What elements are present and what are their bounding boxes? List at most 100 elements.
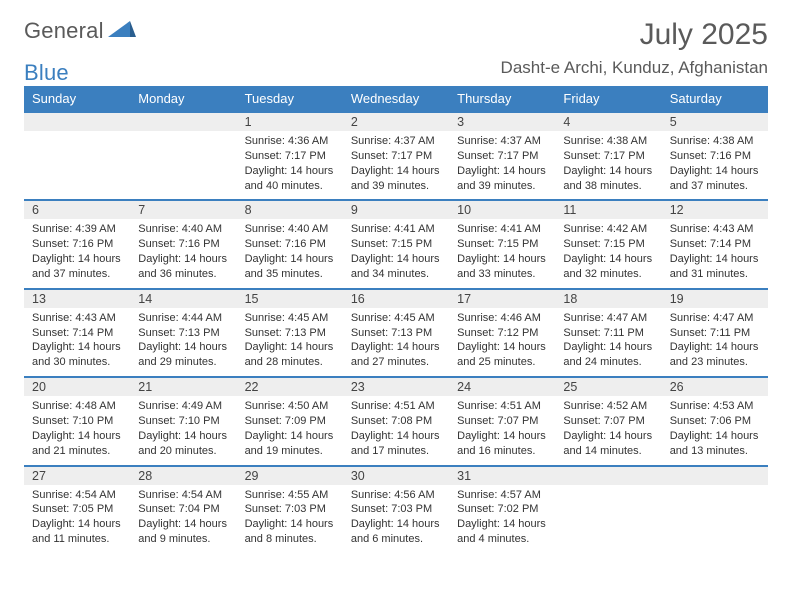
day-details-empty [130,131,236,187]
calendar-day-cell: 16Sunrise: 4:45 AMSunset: 7:13 PMDayligh… [343,288,449,376]
day-number: 20 [24,376,130,396]
calendar-day-cell: 19Sunrise: 4:47 AMSunset: 7:11 PMDayligh… [662,288,768,376]
day-details: Sunrise: 4:37 AMSunset: 7:17 PMDaylight:… [449,131,555,199]
calendar-day-cell: 11Sunrise: 4:42 AMSunset: 7:15 PMDayligh… [555,199,661,287]
calendar-day-cell: 12Sunrise: 4:43 AMSunset: 7:14 PMDayligh… [662,199,768,287]
calendar-day-cell: 13Sunrise: 4:43 AMSunset: 7:14 PMDayligh… [24,288,130,376]
day-details: Sunrise: 4:43 AMSunset: 7:14 PMDaylight:… [662,219,768,287]
calendar-day-cell: 27Sunrise: 4:54 AMSunset: 7:05 PMDayligh… [24,465,130,553]
brand-triangle-icon [108,19,136,39]
day-number: 5 [662,111,768,131]
day-details: Sunrise: 4:45 AMSunset: 7:13 PMDaylight:… [343,308,449,376]
day-number: 10 [449,199,555,219]
day-details: Sunrise: 4:48 AMSunset: 7:10 PMDaylight:… [24,396,130,464]
day-number: 30 [343,465,449,485]
calendar-day-cell: 23Sunrise: 4:51 AMSunset: 7:08 PMDayligh… [343,376,449,464]
day-details: Sunrise: 4:45 AMSunset: 7:13 PMDaylight:… [237,308,343,376]
header-row: General July 2025 [24,18,768,52]
calendar-day-cell: 8Sunrise: 4:40 AMSunset: 7:16 PMDaylight… [237,199,343,287]
day-number: 17 [449,288,555,308]
day-header-sunday: Sunday [24,86,130,111]
calendar-day-cell: 20Sunrise: 4:48 AMSunset: 7:10 PMDayligh… [24,376,130,464]
day-number: 12 [662,199,768,219]
day-number: 22 [237,376,343,396]
calendar-day-cell: 14Sunrise: 4:44 AMSunset: 7:13 PMDayligh… [130,288,236,376]
calendar-day-cell: 9Sunrise: 4:41 AMSunset: 7:15 PMDaylight… [343,199,449,287]
day-number: 28 [130,465,236,485]
day-number: 16 [343,288,449,308]
calendar-head: SundayMondayTuesdayWednesdayThursdayFrid… [24,86,768,111]
day-number: 25 [555,376,661,396]
day-number: 9 [343,199,449,219]
day-number: 26 [662,376,768,396]
day-details: Sunrise: 4:36 AMSunset: 7:17 PMDaylight:… [237,131,343,199]
day-details-empty [662,485,768,541]
day-number: 23 [343,376,449,396]
calendar-empty-cell [662,465,768,553]
day-number: 2 [343,111,449,131]
day-details: Sunrise: 4:50 AMSunset: 7:09 PMDaylight:… [237,396,343,464]
calendar-day-cell: 5Sunrise: 4:38 AMSunset: 7:16 PMDaylight… [662,111,768,199]
calendar-empty-cell [555,465,661,553]
day-number: 11 [555,199,661,219]
calendar-day-cell: 17Sunrise: 4:46 AMSunset: 7:12 PMDayligh… [449,288,555,376]
calendar-day-cell: 3Sunrise: 4:37 AMSunset: 7:17 PMDaylight… [449,111,555,199]
brand-text-2: Blue [24,60,69,86]
calendar-body: 1Sunrise: 4:36 AMSunset: 7:17 PMDaylight… [24,111,768,553]
day-details: Sunrise: 4:40 AMSunset: 7:16 PMDaylight:… [130,219,236,287]
day-number: 7 [130,199,236,219]
day-details: Sunrise: 4:39 AMSunset: 7:16 PMDaylight:… [24,219,130,287]
day-number: 6 [24,199,130,219]
daynum-band-empty [130,111,236,131]
day-details: Sunrise: 4:38 AMSunset: 7:16 PMDaylight:… [662,131,768,199]
day-details: Sunrise: 4:56 AMSunset: 7:03 PMDaylight:… [343,485,449,553]
day-number: 29 [237,465,343,485]
calendar-day-cell: 18Sunrise: 4:47 AMSunset: 7:11 PMDayligh… [555,288,661,376]
calendar-day-cell: 28Sunrise: 4:54 AMSunset: 7:04 PMDayligh… [130,465,236,553]
calendar-day-cell: 7Sunrise: 4:40 AMSunset: 7:16 PMDaylight… [130,199,236,287]
day-number: 8 [237,199,343,219]
day-number: 1 [237,111,343,131]
day-number: 15 [237,288,343,308]
calendar-day-cell: 31Sunrise: 4:57 AMSunset: 7:02 PMDayligh… [449,465,555,553]
day-details: Sunrise: 4:38 AMSunset: 7:17 PMDaylight:… [555,131,661,199]
day-details: Sunrise: 4:37 AMSunset: 7:17 PMDaylight:… [343,131,449,199]
day-details: Sunrise: 4:41 AMSunset: 7:15 PMDaylight:… [449,219,555,287]
calendar-day-cell: 2Sunrise: 4:37 AMSunset: 7:17 PMDaylight… [343,111,449,199]
daynum-band-empty [24,111,130,131]
calendar-week-row: 27Sunrise: 4:54 AMSunset: 7:05 PMDayligh… [24,465,768,553]
calendar-day-cell: 25Sunrise: 4:52 AMSunset: 7:07 PMDayligh… [555,376,661,464]
calendar-day-cell: 29Sunrise: 4:55 AMSunset: 7:03 PMDayligh… [237,465,343,553]
day-header-wednesday: Wednesday [343,86,449,111]
calendar-empty-cell [24,111,130,199]
calendar-day-cell: 22Sunrise: 4:50 AMSunset: 7:09 PMDayligh… [237,376,343,464]
day-number: 24 [449,376,555,396]
day-number: 14 [130,288,236,308]
day-number: 27 [24,465,130,485]
day-details: Sunrise: 4:57 AMSunset: 7:02 PMDaylight:… [449,485,555,553]
day-details: Sunrise: 4:46 AMSunset: 7:12 PMDaylight:… [449,308,555,376]
day-number: 4 [555,111,661,131]
calendar-day-cell: 10Sunrise: 4:41 AMSunset: 7:15 PMDayligh… [449,199,555,287]
day-number: 18 [555,288,661,308]
page-title: July 2025 [640,18,768,52]
day-details-empty [555,485,661,541]
brand-text-1: General [24,18,104,44]
day-details: Sunrise: 4:51 AMSunset: 7:08 PMDaylight:… [343,396,449,464]
day-header-saturday: Saturday [662,86,768,111]
day-details: Sunrise: 4:40 AMSunset: 7:16 PMDaylight:… [237,219,343,287]
calendar-page: General July 2025 Blue Dasht-e Archi, Ku… [0,0,792,553]
day-details: Sunrise: 4:54 AMSunset: 7:04 PMDaylight:… [130,485,236,553]
day-header-friday: Friday [555,86,661,111]
calendar-day-cell: 21Sunrise: 4:49 AMSunset: 7:10 PMDayligh… [130,376,236,464]
day-number: 31 [449,465,555,485]
day-details: Sunrise: 4:44 AMSunset: 7:13 PMDaylight:… [130,308,236,376]
calendar-day-cell: 1Sunrise: 4:36 AMSunset: 7:17 PMDaylight… [237,111,343,199]
day-header-tuesday: Tuesday [237,86,343,111]
day-details: Sunrise: 4:43 AMSunset: 7:14 PMDaylight:… [24,308,130,376]
day-details: Sunrise: 4:53 AMSunset: 7:06 PMDaylight:… [662,396,768,464]
day-details: Sunrise: 4:42 AMSunset: 7:15 PMDaylight:… [555,219,661,287]
day-details: Sunrise: 4:49 AMSunset: 7:10 PMDaylight:… [130,396,236,464]
calendar-day-cell: 4Sunrise: 4:38 AMSunset: 7:17 PMDaylight… [555,111,661,199]
calendar-day-cell: 15Sunrise: 4:45 AMSunset: 7:13 PMDayligh… [237,288,343,376]
